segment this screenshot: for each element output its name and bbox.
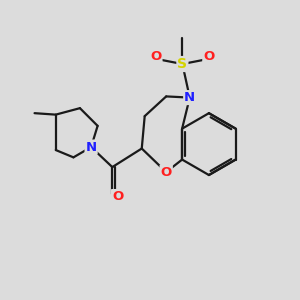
Text: O: O [112, 190, 123, 203]
Text: O: O [160, 166, 172, 178]
Text: S: S [177, 57, 188, 71]
Text: O: O [150, 50, 161, 64]
Text: N: N [85, 141, 97, 154]
Text: O: O [203, 50, 214, 64]
Text: N: N [184, 91, 195, 104]
